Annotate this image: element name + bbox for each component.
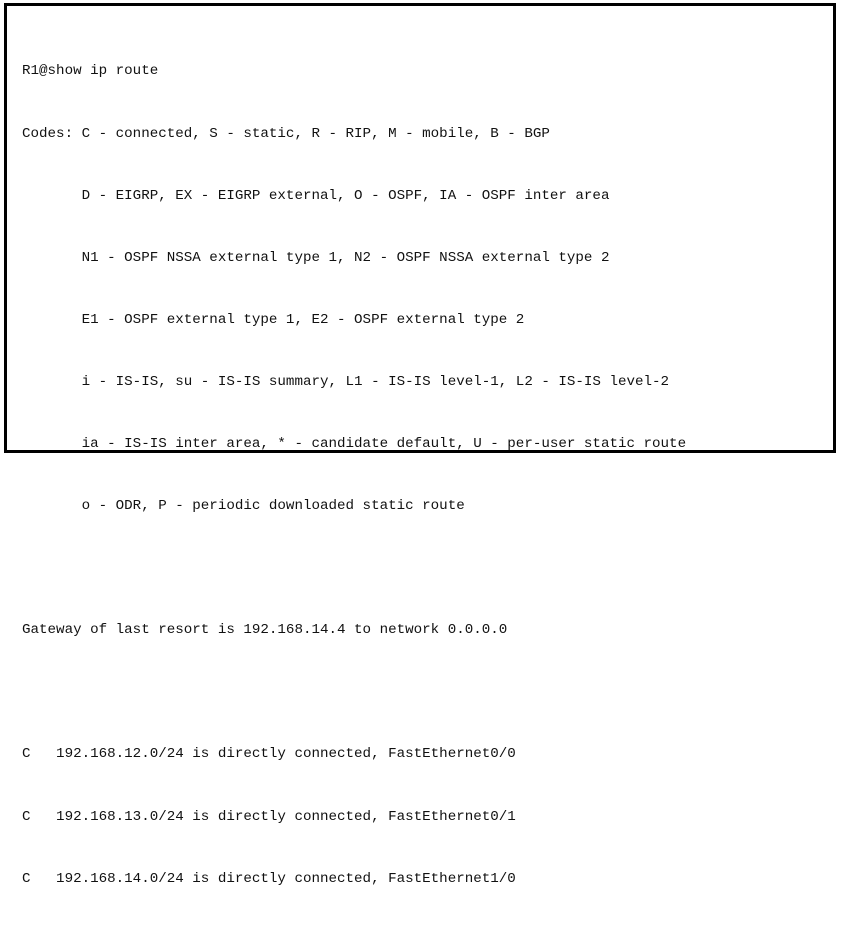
- codes-line-1: Codes: C - connected, S - static, R - RI…: [22, 125, 550, 142]
- codes-line-6: ia - IS-IS inter area, * - candidate def…: [22, 435, 687, 452]
- codes-line-3: N1 - OSPF NSSA external type 1, N2 - OSP…: [22, 249, 610, 266]
- codes-line-4: E1 - OSPF external type 1, E2 - OSPF ext…: [22, 311, 525, 328]
- blank-line: [22, 682, 686, 703]
- route-entry: C 192.168.14.0/24 is directly connected,…: [22, 870, 516, 887]
- codes-line-7: o - ODR, P - periodic downloaded static …: [22, 498, 465, 515]
- route-entry: C 192.168.12.0/24 is directly connected,…: [22, 746, 516, 763]
- blank-line: [22, 558, 686, 579]
- gateway-line: Gateway of last resort is 192.168.14.4 t…: [22, 622, 508, 639]
- route-entry: C 192.168.13.0/24 is directly connected,…: [22, 808, 516, 825]
- command-line: R1@show ip route: [22, 63, 159, 80]
- terminal-output: R1@show ip route Codes: C - connected, S…: [22, 20, 686, 926]
- codes-line-2: D - EIGRP, EX - EIGRP external, O - OSPF…: [22, 187, 610, 204]
- codes-line-5: i - IS-IS, su - IS-IS summary, L1 - IS-I…: [22, 373, 670, 390]
- terminal-window: R1@show ip route Codes: C - connected, S…: [4, 3, 836, 887]
